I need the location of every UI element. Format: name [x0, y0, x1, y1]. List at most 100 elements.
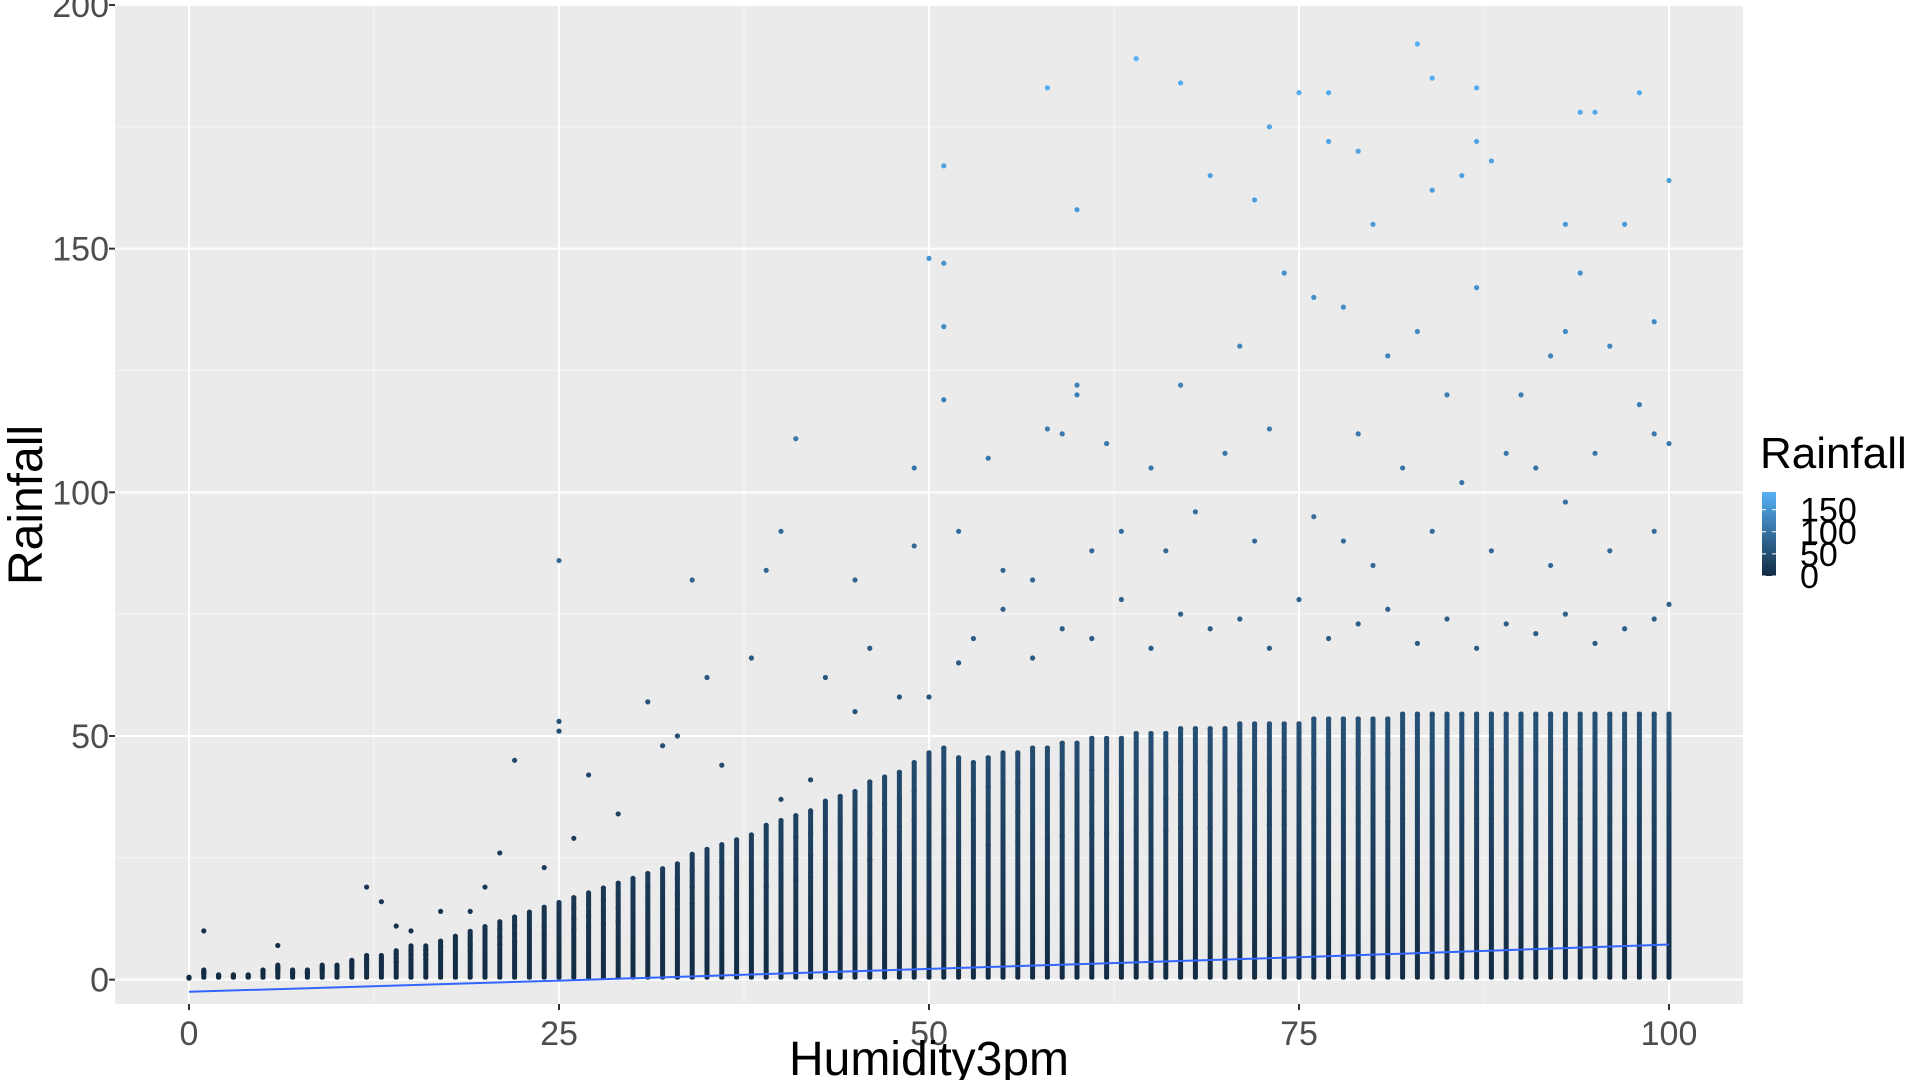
data-point	[734, 873, 740, 880]
data-point	[1311, 514, 1317, 520]
data-point	[482, 930, 488, 937]
data-point	[1207, 759, 1213, 765]
data-point	[408, 928, 414, 934]
data-point	[837, 817, 843, 823]
data-point	[1548, 816, 1554, 822]
data-point	[1651, 528, 1657, 534]
data-point	[1296, 788, 1302, 794]
data-point	[615, 880, 621, 886]
data-point	[674, 891, 681, 897]
legend-label: 100	[1800, 514, 1857, 552]
data-point	[1296, 822, 1302, 828]
data-point	[1562, 746, 1568, 752]
data-point	[615, 905, 621, 912]
data-point	[1296, 721, 1302, 727]
data-point	[630, 875, 636, 881]
x-tick-label: 50	[910, 1015, 948, 1053]
data-point	[1666, 440, 1672, 447]
data-point	[600, 921, 607, 927]
data-point	[600, 897, 607, 903]
data-point	[1281, 754, 1287, 761]
data-point	[1044, 426, 1050, 432]
data-point	[1622, 816, 1628, 822]
data-point	[1488, 746, 1494, 752]
data-point	[926, 780, 932, 786]
data-point	[704, 863, 710, 870]
legend-label: 50	[1800, 536, 1838, 574]
data-point	[1326, 784, 1332, 791]
data-point	[1548, 781, 1554, 787]
data-point	[1059, 833, 1065, 839]
data-point	[734, 892, 740, 898]
data-point	[497, 941, 503, 948]
data-point	[660, 880, 666, 886]
data-point	[1311, 784, 1317, 791]
data-point	[970, 816, 977, 823]
data-point	[734, 855, 740, 861]
data-point	[1622, 781, 1628, 787]
data-point	[778, 880, 784, 886]
data-point	[1548, 353, 1554, 359]
data-point	[1044, 806, 1050, 812]
data-point	[1577, 270, 1583, 276]
data-point	[1548, 562, 1554, 569]
data-point	[1281, 822, 1287, 828]
data-point	[1400, 465, 1406, 471]
data-point	[896, 694, 903, 700]
point-column	[911, 760, 917, 980]
data-point	[571, 916, 577, 922]
data-point	[1296, 754, 1302, 761]
point-column	[1370, 716, 1376, 980]
data-point	[985, 813, 991, 819]
point-column	[1488, 711, 1494, 980]
data-point	[1503, 781, 1509, 787]
data-point	[822, 845, 829, 851]
data-point	[1370, 221, 1376, 227]
data-point	[393, 923, 399, 929]
data-point	[896, 769, 903, 775]
data-point	[1459, 479, 1465, 486]
data-point	[467, 928, 473, 934]
data-point	[1370, 819, 1376, 825]
data-point	[497, 919, 503, 925]
data-point	[1429, 816, 1435, 822]
data-point	[778, 838, 784, 844]
data-point	[1163, 763, 1169, 769]
data-point	[793, 834, 799, 840]
data-point	[526, 927, 533, 933]
data-point	[822, 798, 829, 804]
data-point	[393, 948, 399, 954]
data-point	[408, 943, 414, 949]
data-point	[1518, 781, 1524, 787]
data-point	[1533, 746, 1539, 752]
data-point	[941, 397, 947, 403]
data-point	[645, 912, 651, 918]
data-point	[600, 909, 607, 915]
data-point	[970, 635, 977, 642]
data-point	[763, 822, 769, 828]
data-point	[1666, 781, 1672, 787]
data-point	[1503, 621, 1509, 627]
data-point	[319, 962, 325, 968]
data-point	[1311, 819, 1317, 825]
data-point	[497, 850, 503, 856]
data-point	[674, 906, 681, 913]
data-point	[482, 937, 488, 944]
data-point	[393, 951, 399, 958]
data-point	[408, 956, 414, 962]
data-point	[1030, 775, 1036, 782]
data-point	[867, 779, 873, 785]
data-point	[1266, 124, 1272, 130]
data-point	[1562, 499, 1568, 505]
data-point	[1414, 328, 1420, 335]
y-tick-label: 0	[90, 962, 109, 1000]
data-point	[1133, 763, 1139, 769]
data-point	[1000, 809, 1006, 816]
data-point	[497, 926, 503, 932]
data-point	[1488, 816, 1494, 822]
data-point	[941, 260, 947, 266]
data-point	[1118, 767, 1124, 773]
data-point	[896, 824, 903, 830]
data-point	[808, 852, 814, 858]
